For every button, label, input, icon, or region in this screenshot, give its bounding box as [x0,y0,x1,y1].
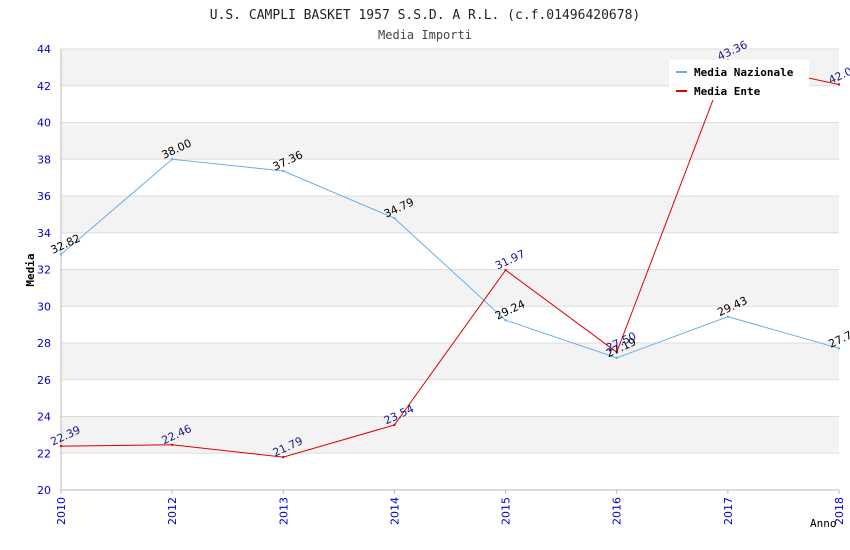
x-tick-label: 2017 [722,497,735,525]
data-point [615,350,618,354]
legend-label: Media Ente [694,85,761,98]
x-tick-label: 2012 [166,497,179,525]
data-point [282,455,285,459]
x-tick-label: 2010 [55,497,68,525]
legend-label: Media Nazionale [694,66,794,79]
chart-title: U.S. CAMPLI BASKET 1957 S.S.D. A R.L. (c… [210,8,640,23]
data-point [393,423,396,427]
x-tick-label: 2013 [277,497,290,525]
x-tick-label: 2014 [388,497,401,525]
plot-band [61,232,839,270]
y-tick-label: 38 [37,153,51,166]
axes: 20 22 24 26 28 30 32 34 36 38 40 42 44 2010 2012 2013 20… [37,43,846,525]
y-tick-label: 34 [37,227,51,240]
data-point [59,444,63,448]
legend: Media Nazionale Media Ente [669,60,809,100]
data-point [170,158,174,161]
data-point [837,347,841,350]
plot-band [61,196,839,233]
x-tick-label: 2016 [611,497,624,525]
x-tick-label: 2015 [500,497,513,525]
plot-band [61,306,839,343]
series-line-0 [60,158,840,359]
plot-band [61,159,839,196]
data-point [393,217,396,220]
y-tick-label: 40 [37,117,51,130]
plot-band [61,379,839,417]
y-tick-label: 36 [37,190,51,203]
y-axis-label: Media [24,253,37,286]
series-line-1 [60,60,840,458]
y-tick-label: 22 [37,447,51,460]
y-tick-label: 30 [37,300,51,313]
plot-bands [61,49,839,490]
plot-band [61,453,839,490]
x-tick-label: 2018 [833,497,846,525]
chart-subtitle: Media Importi [378,28,472,42]
plot-band [61,343,839,380]
data-point [170,443,174,446]
plot-band [61,269,839,307]
y-tick-label: 28 [37,337,51,350]
data-point [837,83,841,86]
plot-band [61,122,839,160]
data-point [282,169,285,173]
y-tick-label: 42 [37,80,51,93]
y-tick-label: 32 [37,264,51,277]
data-point [59,253,63,256]
x-axis-label: Anno [810,517,837,530]
y-tick-label: 44 [37,43,51,56]
y-tick-label: 20 [37,484,51,497]
data-point [615,356,618,360]
data-point [504,268,507,272]
data-point [726,315,730,318]
data-point [504,319,507,322]
y-tick-label: 24 [37,411,51,424]
y-tick-label: 26 [37,374,51,387]
legend-box [669,60,809,100]
